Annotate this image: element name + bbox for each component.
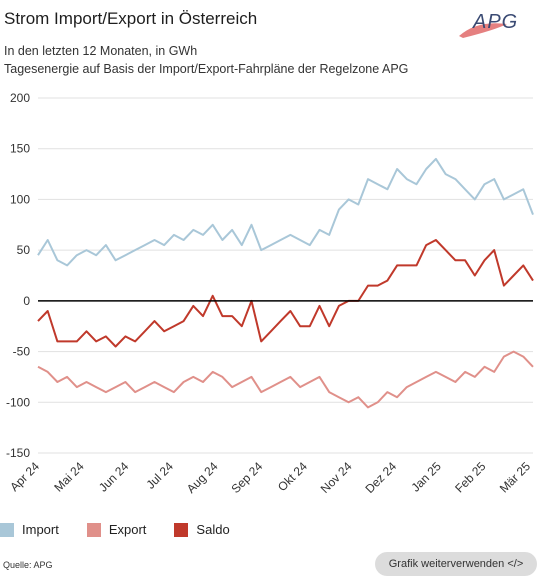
logo-swoosh-icon (459, 23, 507, 38)
subtitle-line-description: Tagesenergie auf Basis der Import/Export… (4, 62, 409, 76)
x-tick-label: Aug 24 (184, 459, 221, 496)
y-tick-label: -50 (13, 345, 31, 359)
x-tick-label: Apr 24 (7, 459, 42, 494)
x-tick-label: Jun 24 (96, 459, 132, 495)
x-tick-label: Mär 25 (497, 459, 534, 496)
x-tick-label: Sep 24 (229, 459, 266, 496)
legend-label-import: Import (22, 522, 59, 537)
chart-subtitle: In den letzten 12 Monaten, in GWh Tagese… (4, 42, 408, 78)
y-tick-label: 200 (10, 91, 30, 105)
legend-swatch-saldo (174, 522, 189, 537)
y-tick-label: 0 (23, 294, 30, 308)
x-tick-label: Jul 24 (143, 459, 176, 492)
y-tick-label: 100 (10, 192, 30, 206)
apg-logo: APG (455, 10, 533, 40)
y-tick-label: -150 (6, 446, 30, 460)
x-tick-label: Feb 25 (452, 459, 489, 496)
x-tick-label: Okt 24 (275, 459, 310, 494)
x-tick-label: Dez 24 (362, 459, 399, 496)
x-tick-label: Jan 25 (408, 459, 444, 495)
legend-item-saldo[interactable]: Saldo (174, 522, 230, 537)
legend: Import Export Saldo (0, 522, 258, 537)
source-note: Quelle: APG (3, 560, 53, 570)
reuse-graphic-button[interactable]: Grafik weiterverwenden </> (375, 552, 537, 576)
legend-item-import[interactable]: Import (0, 522, 59, 537)
legend-label-export: Export (108, 522, 147, 537)
x-tick-label: Nov 24 (318, 459, 355, 496)
page-title: Strom Import/Export in Österreich (4, 9, 258, 28)
y-tick-label: 50 (17, 243, 31, 257)
x-tick-label: Mai 24 (51, 459, 87, 495)
subtitle-line-unit: In den letzten 12 Monaten, in GWh (4, 44, 198, 58)
logo-text: APG (473, 11, 519, 33)
legend-swatch-import (0, 522, 14, 537)
series-line-import (37, 157, 534, 267)
y-tick-label: -100 (6, 395, 30, 409)
legend-label-saldo: Saldo (196, 522, 230, 537)
series-line-export (37, 350, 534, 409)
legend-item-export[interactable]: Export (86, 522, 147, 537)
legend-swatch-export (86, 522, 101, 537)
y-tick-label: 150 (10, 142, 30, 156)
series-line-saldo (37, 239, 534, 348)
